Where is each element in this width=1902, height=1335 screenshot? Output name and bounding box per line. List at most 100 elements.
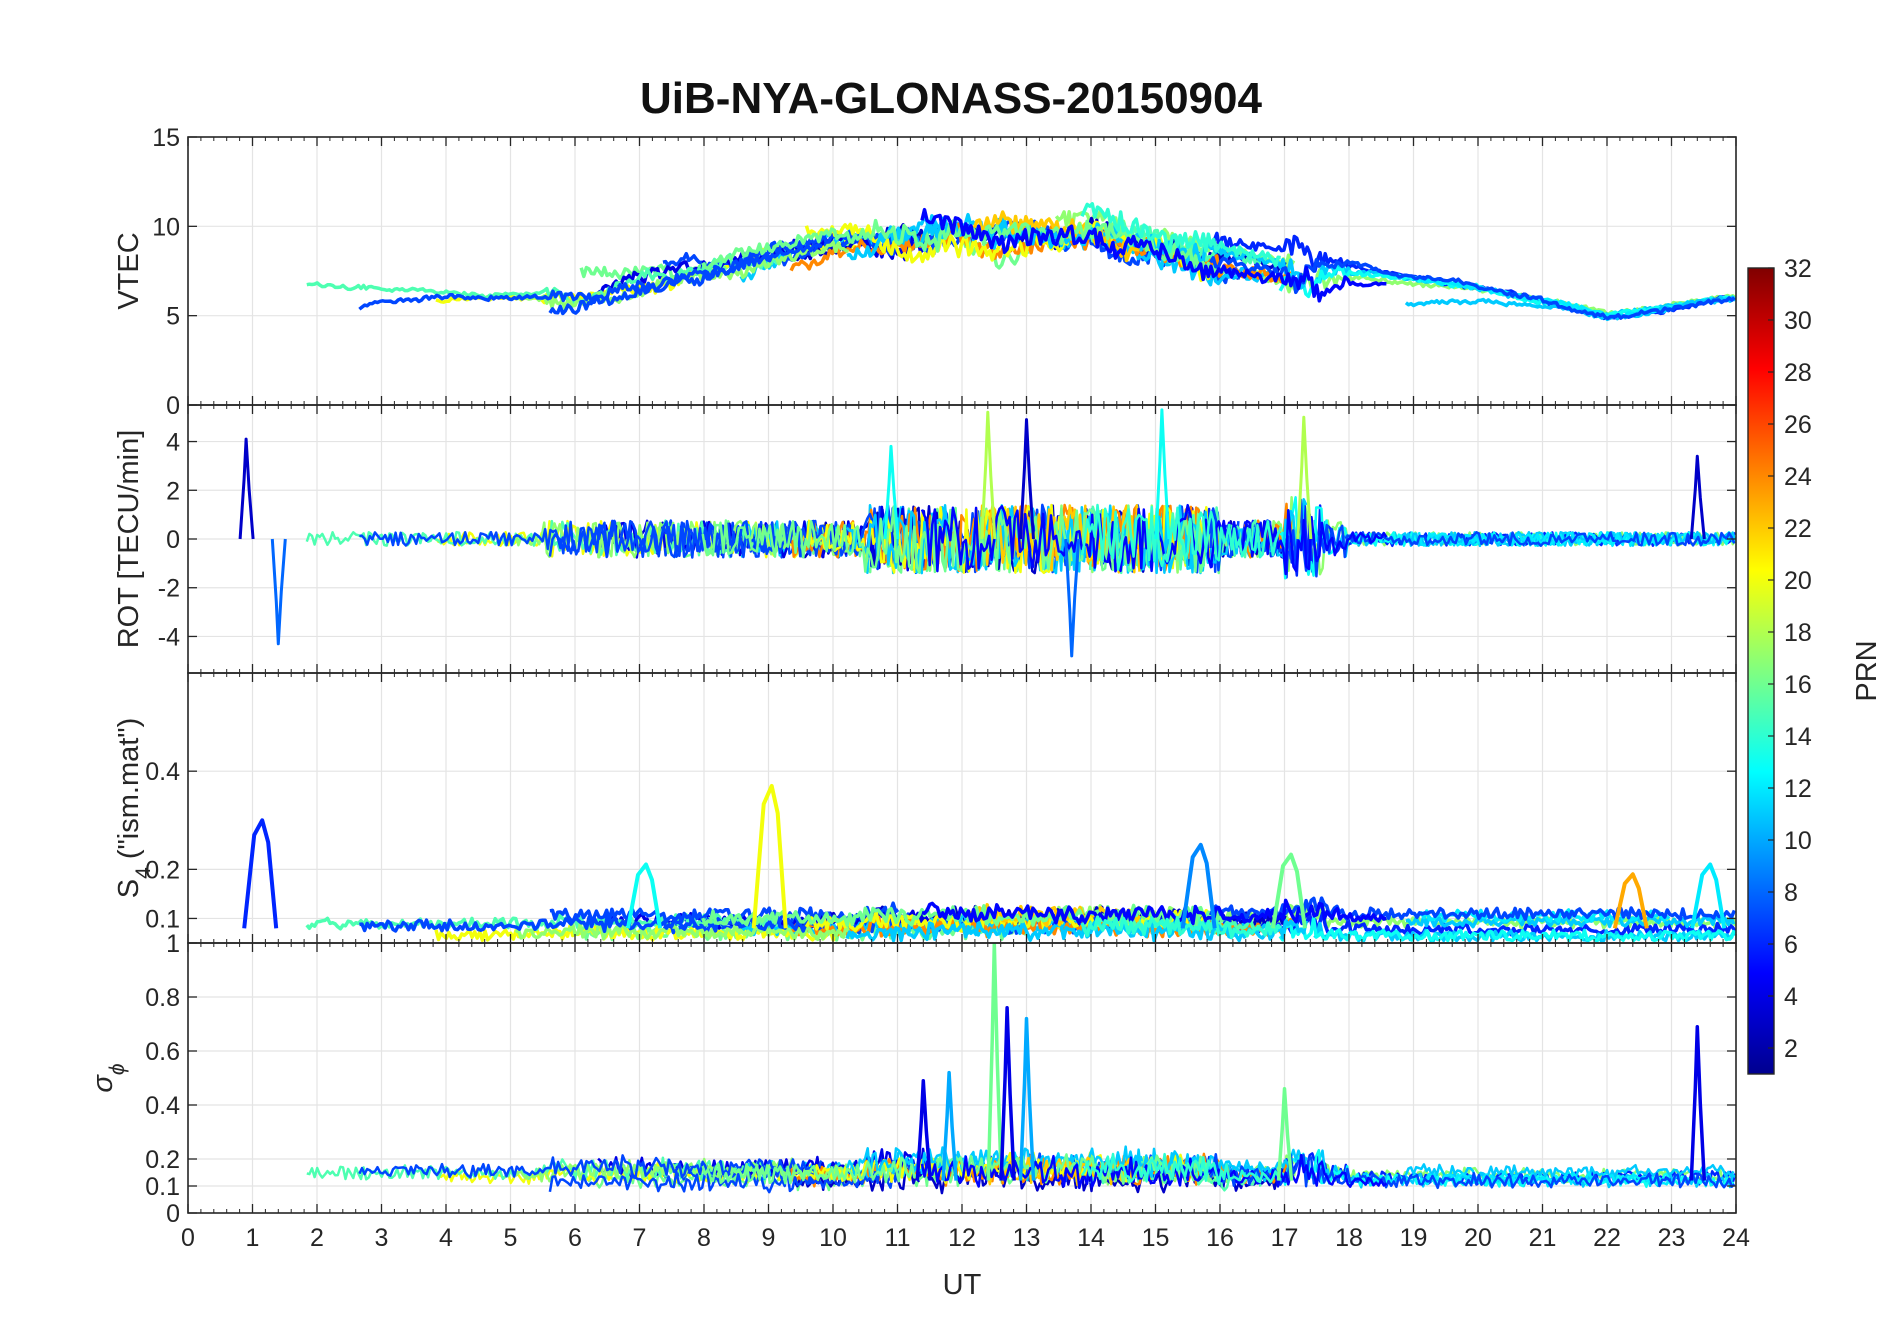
y-tick-label: 15 <box>152 124 180 152</box>
x-tick-label: 14 <box>1077 1224 1105 1252</box>
y-axis-label-sigma_phi: σϕ <box>87 1063 129 1092</box>
sigma-line <box>358 1154 823 1180</box>
colorbar-tick-label: 30 <box>1784 307 1812 335</box>
rot-peak <box>1019 418 1035 540</box>
x-tick-label: 22 <box>1593 1224 1621 1252</box>
s4-line <box>921 898 1387 926</box>
y-tick-label: -2 <box>158 575 180 603</box>
vtec-ylabel: VTEC <box>113 232 145 309</box>
sigma-ylabel: σϕ <box>87 1063 129 1092</box>
rot-peak <box>1064 538 1081 658</box>
rot-series-group <box>238 408 1736 658</box>
y-tick-label: 0.2 <box>145 856 180 884</box>
sigma-peak <box>1018 1016 1036 1181</box>
s4-line <box>549 901 900 924</box>
x-tick-label: 6 <box>568 1224 582 1252</box>
y-tick-label: 0.8 <box>145 984 180 1012</box>
sigma-peak <box>986 943 1004 1181</box>
colorbar-tick-label: 6 <box>1784 931 1798 959</box>
colorbar-tick-label: 2 <box>1784 1035 1798 1063</box>
sigma-peak <box>1276 1087 1294 1181</box>
y-axis-label-S4: S4 ("ism.mat") <box>113 718 155 899</box>
s4-peak <box>626 862 662 929</box>
y-tick-label: 0.1 <box>145 905 180 933</box>
s4-line <box>1080 915 1282 939</box>
y-tick-label: 5 <box>166 303 180 331</box>
chart-title: UiB-NYA-GLONASS-20150904 <box>640 74 1262 123</box>
sigma-series-group <box>306 943 1736 1195</box>
x-tick-label: 12 <box>948 1224 976 1252</box>
y-tick-label: -4 <box>158 623 180 651</box>
rot-line <box>1080 503 1282 571</box>
y-tick-label: 0.4 <box>145 758 180 786</box>
sigma-line <box>920 1153 1388 1190</box>
colorbar-tick-label: 16 <box>1784 671 1812 699</box>
x-axis-label: UT <box>943 1269 982 1301</box>
s4-peak <box>1690 862 1727 929</box>
rot-line <box>359 519 823 559</box>
x-tick-label: 0 <box>181 1224 195 1252</box>
colorbar-tick-label: 32 <box>1784 255 1812 283</box>
sigma-peak <box>941 1070 958 1181</box>
y-axis-label-VTEC: VTEC <box>113 232 145 309</box>
x-tick-label: 1 <box>246 1224 260 1252</box>
x-tick-label: 23 <box>1658 1224 1686 1252</box>
y-tick-label: 0 <box>166 392 180 420</box>
y-tick-label: 2 <box>166 477 180 505</box>
s4-line <box>845 918 1309 943</box>
colorbar-tick-label: 10 <box>1784 827 1812 855</box>
colorbar-tick-label: 22 <box>1784 515 1812 543</box>
y-axis-label-ROT: ROT [TECU/min] <box>113 430 145 649</box>
s4-peak <box>1612 872 1649 929</box>
colorbar-tick-label: 12 <box>1784 775 1812 803</box>
sigma-line <box>1209 1152 1736 1190</box>
x-tick-label: 16 <box>1206 1224 1234 1252</box>
s4-series-group <box>242 783 1736 943</box>
s4-peak <box>1271 852 1307 929</box>
x-tick-label: 2 <box>310 1224 324 1252</box>
sigma-peak <box>999 1006 1016 1181</box>
y-tick-label: 0.1 <box>145 1173 180 1201</box>
rot-peak <box>883 444 900 540</box>
s4-peak <box>1180 842 1217 929</box>
x-tick-label: 18 <box>1335 1224 1363 1252</box>
y-tick-label: 10 <box>152 213 180 241</box>
s4-peak <box>242 818 279 929</box>
s4-line <box>1405 913 1736 929</box>
x-tick-label: 9 <box>762 1224 776 1252</box>
sigma-peak <box>915 1078 933 1181</box>
x-tick-label: 8 <box>697 1224 711 1252</box>
x-tick-label: 24 <box>1722 1224 1750 1252</box>
y-tick-label: 0.6 <box>145 1038 180 1066</box>
y-tick-label: 0.4 <box>145 1092 180 1120</box>
colorbar-tick-label: 24 <box>1784 463 1812 491</box>
vtec-line <box>1080 202 1281 268</box>
x-tick-label: 10 <box>819 1224 847 1252</box>
rot-ylabel: ROT [TECU/min] <box>113 430 145 649</box>
x-tick-label: 13 <box>1013 1224 1041 1252</box>
vtec-line <box>920 207 1387 303</box>
x-tick-label: 4 <box>439 1224 453 1252</box>
rot-peak <box>1296 415 1313 540</box>
rot-line <box>1417 531 1671 548</box>
x-tick-label: 15 <box>1142 1224 1170 1252</box>
y-tick-label: 0 <box>166 1200 180 1228</box>
colorbar-tick-label: 20 <box>1784 567 1812 595</box>
x-tick-label: 5 <box>504 1224 518 1252</box>
colorbar-label: PRN <box>1851 640 1883 701</box>
s4-line <box>1278 916 1736 943</box>
x-tick-label: 7 <box>633 1224 647 1252</box>
x-tick-label: 19 <box>1400 1224 1428 1252</box>
x-tick-label: 3 <box>375 1224 389 1252</box>
colorbar-tick-label: 14 <box>1784 723 1812 751</box>
rot-peak <box>1154 408 1171 540</box>
colorbar <box>1747 267 1775 1075</box>
rot-peak <box>980 410 997 540</box>
sigma-peak <box>1689 1024 1707 1181</box>
x-tick-label: 17 <box>1271 1224 1299 1252</box>
s4-line <box>1208 896 1736 922</box>
s4-ylabel: S4 ("ism.mat") <box>113 718 155 899</box>
x-tick-label: 11 <box>885 1224 911 1252</box>
